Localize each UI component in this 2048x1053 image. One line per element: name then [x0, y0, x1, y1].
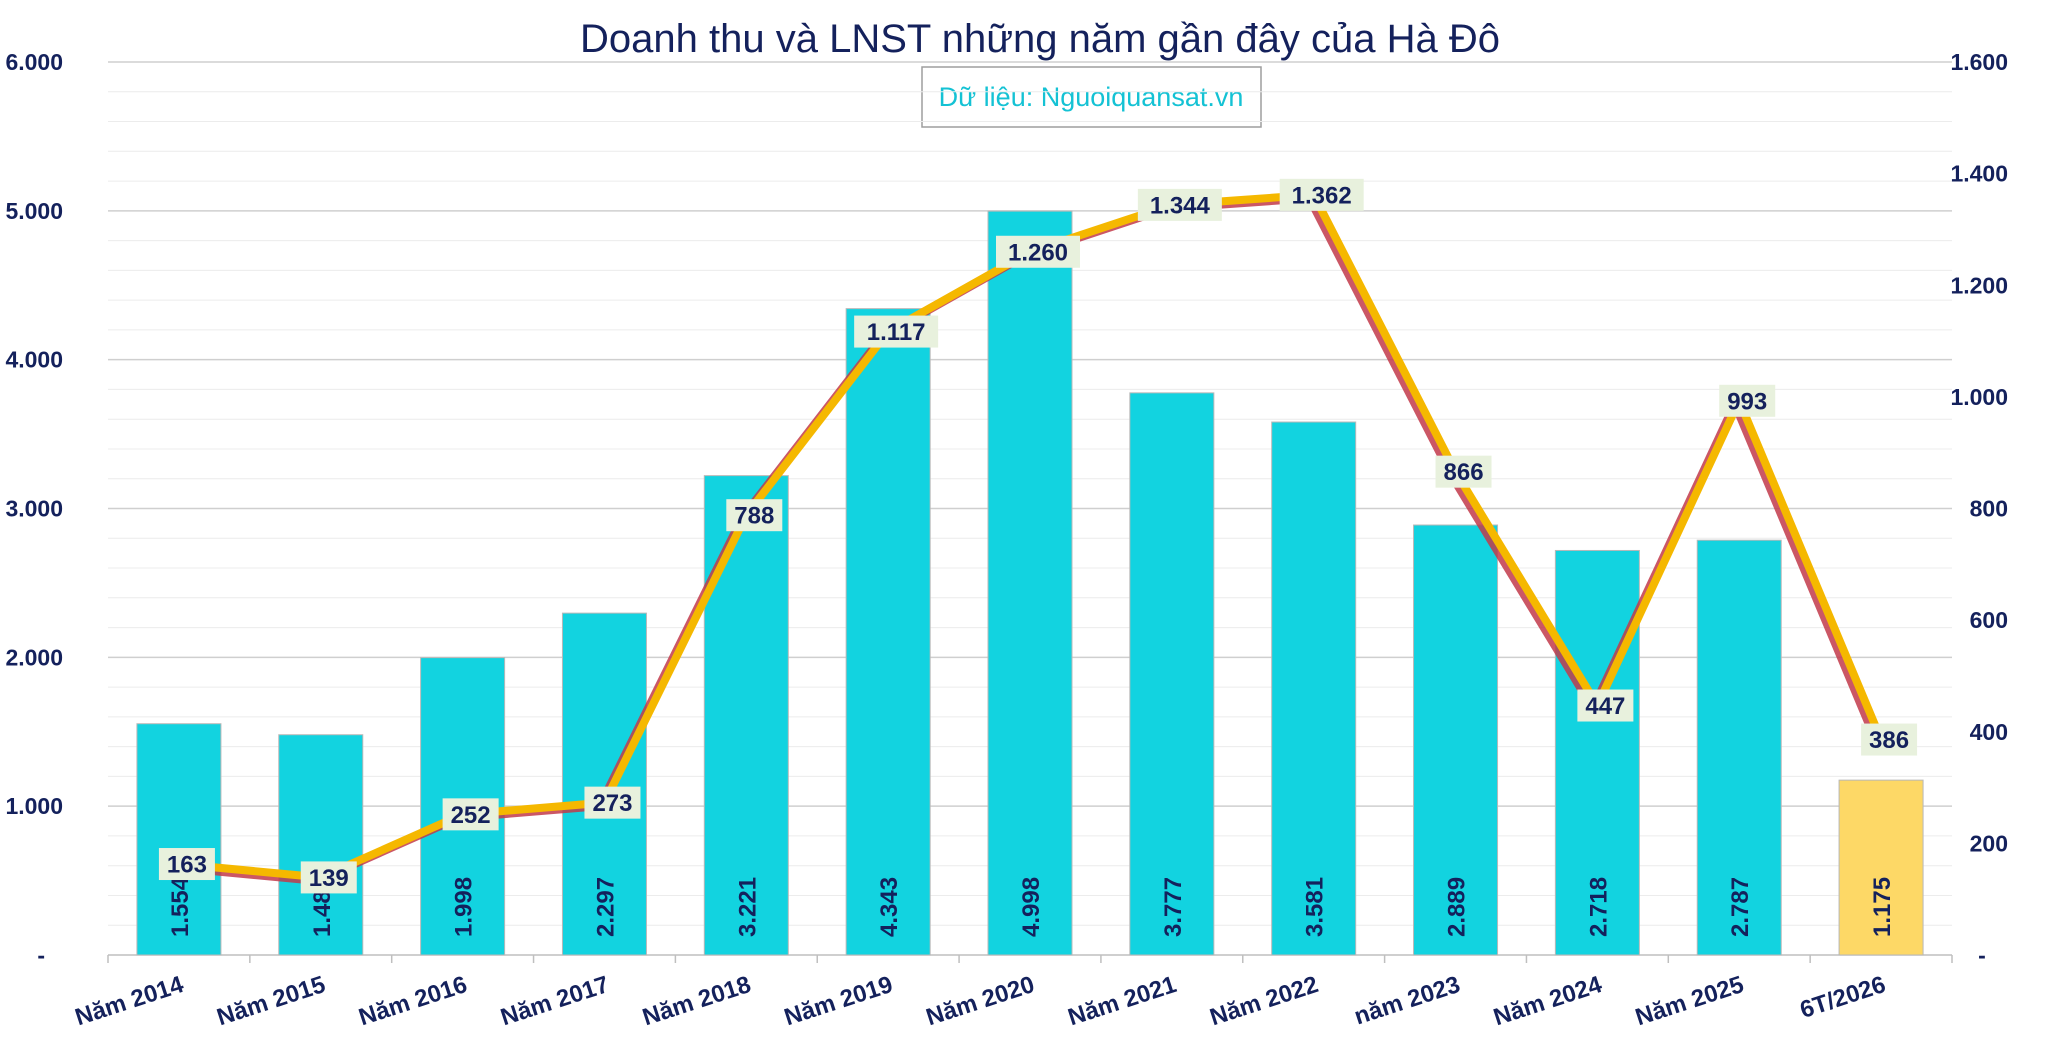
y-right-tick-label: 800: [1970, 496, 2008, 522]
profit-label: 993: [1727, 388, 1767, 415]
profit-label-box: [584, 786, 641, 819]
profit-label: 386: [1869, 727, 1909, 754]
x-category-label: 6T/2026: [1797, 971, 1889, 1024]
revenue-bar: [278, 734, 364, 956]
y-left-tick-label: 2.000: [5, 644, 63, 670]
revenue-bar-label: 1.998: [451, 877, 478, 937]
chart-title: Doanh thu và LNST những năm gần đây của …: [580, 17, 1500, 61]
revenue-bar: [987, 210, 1073, 956]
revenue-bar: [1129, 392, 1215, 956]
profit-label-box: [442, 798, 499, 831]
profit-label: 1.362: [1292, 182, 1352, 209]
y-left-tick-label: 3.000: [5, 496, 63, 522]
profit-label-box: [300, 861, 357, 894]
x-category-label: Năm 2020: [923, 971, 1038, 1031]
revenue-bar-label: 2.718: [1585, 877, 1612, 937]
revenue-bar: [1271, 421, 1357, 956]
revenue-bar-label: 1.554: [167, 876, 194, 937]
y-right-tick-label: 1.600: [1950, 49, 2008, 75]
profit-label: 447: [1585, 693, 1625, 720]
y-left-tick-label: 4.000: [5, 347, 63, 373]
profit-label-box: [726, 499, 783, 532]
y-right-tick-label: 600: [1970, 607, 2008, 633]
x-category-label: Năm 2022: [1207, 971, 1322, 1031]
revenue-bar: [561, 612, 647, 956]
profit-label-box: [996, 235, 1080, 268]
data-labels: 1.554 1.480 1.998 2.297 3.221 4.343 4.998 3.777…: [158, 178, 1918, 937]
revenue-bar-label: 3.221: [734, 877, 761, 937]
revenue-bar-label: 3.777: [1160, 877, 1187, 937]
profit-label-box: [1861, 723, 1918, 756]
revenue-bar-label: 4.343: [876, 877, 903, 937]
profit-label-box: [1577, 689, 1634, 722]
profit-label: 163: [167, 852, 207, 879]
y-left-tick-label: 6.000: [5, 49, 63, 75]
revenue-bar-label: 2.889: [1444, 877, 1471, 937]
x-category-label: Năm 2018: [639, 971, 754, 1031]
y-left-tick-label: 5.000: [5, 198, 63, 224]
x-category-label: Năm 2014: [72, 971, 188, 1032]
revenue-bar: [1554, 549, 1640, 956]
revenue-bar-label: 4.998: [1018, 877, 1045, 937]
source-box: [921, 66, 1262, 128]
x-category-label: Năm 2024: [1490, 971, 1606, 1032]
source-label: Dữ liệu: Nguoiquansat.vn: [939, 82, 1244, 112]
revenue-bar-label: 3.581: [1302, 877, 1329, 937]
x-category-label: Năm 2021: [1065, 971, 1180, 1031]
revenue-bar: [1413, 524, 1499, 956]
revenue-bar: [845, 308, 931, 956]
profit-label: 788: [734, 503, 774, 530]
profit-label: 1.117: [867, 319, 926, 346]
y-right-tick-label: 1.200: [1950, 272, 2008, 298]
profit-label: 1.260: [1008, 239, 1068, 266]
revenue-bar-label: 2.297: [592, 877, 619, 937]
revenue-bar-label: 1.175: [1869, 877, 1896, 937]
x-category-label: Năm 2015: [214, 971, 329, 1031]
x-category-label: Năm 2017: [497, 971, 612, 1031]
revenue-bar: [703, 475, 789, 956]
x-category-label: Năm 2025: [1632, 971, 1747, 1031]
profit-label-box: [854, 315, 939, 348]
profit-label: 273: [592, 790, 632, 817]
y-right-tick-label: 1.000: [1950, 384, 2008, 410]
profit-label-box: [1719, 384, 1776, 417]
revenue-bar: [1696, 539, 1782, 956]
y-right-tick-label: 1.400: [1950, 161, 2008, 187]
x-category-label: Năm 2016: [356, 971, 471, 1031]
revenue-bar-label: 2.787: [1727, 877, 1754, 937]
profit-label: 1.344: [1150, 192, 1211, 219]
revenue-bar: [136, 723, 222, 956]
profit-label: 866: [1444, 459, 1484, 486]
profit-label-box: [158, 848, 215, 881]
y-left-tick-label: 1.000: [5, 793, 63, 819]
profit-label-box: [1435, 455, 1492, 488]
revenue-bar: [1838, 779, 1924, 956]
x-category-label: năm 2023: [1351, 971, 1463, 1030]
profit-label: 252: [451, 802, 491, 829]
y-right-tick-label: 200: [1970, 830, 2008, 856]
profit-label-box: [1137, 188, 1222, 221]
x-category-label: Năm 2019: [781, 971, 896, 1031]
profit-label-box: [1279, 178, 1364, 211]
profit-label: 139: [309, 865, 349, 892]
y-right-tick-label: -: [1978, 942, 1986, 968]
y-right-tick-label: 400: [1970, 719, 2008, 745]
y-left-tick-label: -: [37, 942, 45, 968]
